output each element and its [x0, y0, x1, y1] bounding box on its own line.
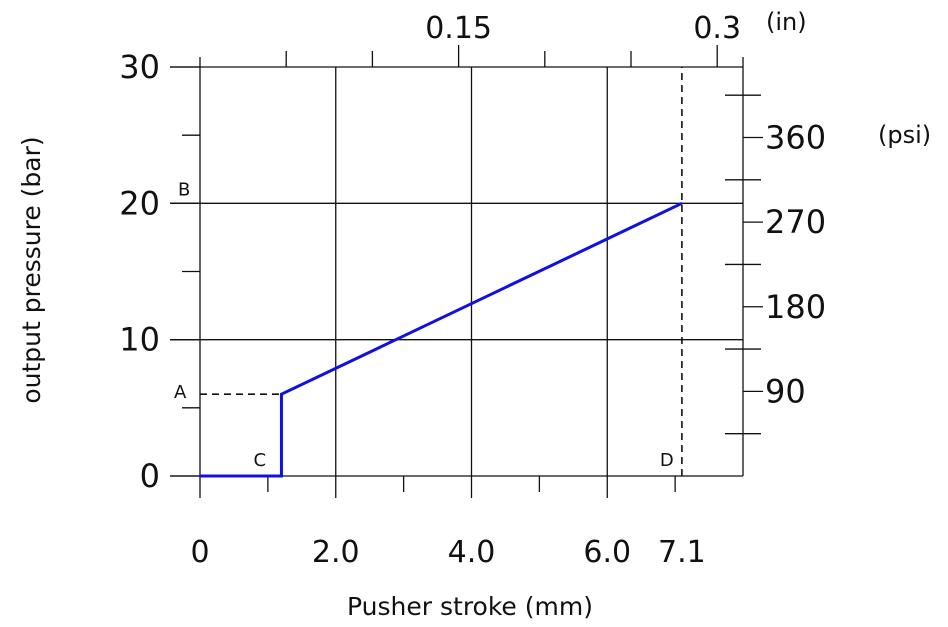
- y-tick-label: 10: [119, 321, 160, 359]
- y-tick-label: 30: [119, 48, 160, 86]
- reference-lines-layer: [200, 67, 683, 476]
- secondary-y-tick-label: 90: [765, 372, 806, 410]
- x-axis-title: Pusher stroke (mm): [347, 592, 593, 621]
- y-tick-label: 20: [119, 184, 160, 222]
- x-tick-label: 7.1: [658, 535, 706, 570]
- y-tick-label: 0: [140, 457, 160, 495]
- point-label-d: D: [660, 450, 674, 471]
- point-label-c: C: [253, 450, 266, 471]
- point-label-b: B: [178, 179, 190, 200]
- secondary-x-tick-label: 0.15: [425, 11, 492, 46]
- secondary-y-tick-label: 360: [765, 119, 826, 157]
- secondary-y-tick-label: 180: [765, 288, 826, 326]
- secondary-x-unit: (in): [766, 8, 807, 36]
- point-label-a: A: [174, 382, 187, 403]
- series-line-1: [200, 201, 683, 478]
- y-axis-title: output pressure (bar): [17, 136, 46, 403]
- secondary-y-unit: (psi): [878, 121, 931, 149]
- x-tick-label: 4.0: [448, 535, 496, 570]
- grid-layer: [170, 45, 763, 498]
- secondary-x-tick-label: 0.3: [693, 11, 741, 46]
- series-layer: [200, 201, 683, 478]
- x-tick-label: 6.0: [583, 535, 631, 570]
- x-tick-label: 2.0: [312, 535, 360, 570]
- x-tick-label: 0: [190, 535, 209, 570]
- secondary-y-tick-label: 270: [765, 203, 826, 241]
- labels-layer: 0 2.0 4.0 6.0 7.1 0 10 20 30 0.15 0.3 90 180 270 360 A B…: [119, 11, 826, 570]
